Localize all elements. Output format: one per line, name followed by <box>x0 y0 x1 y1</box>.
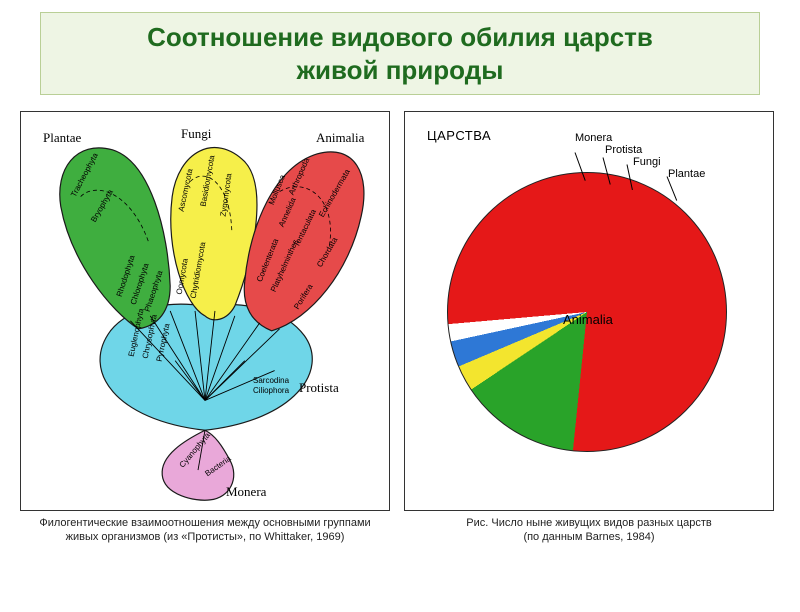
right-column: ЦАРСТВА Monera Protista Fungi Plantae An… <box>404 111 774 545</box>
label-animalia: Animalia <box>316 130 364 146</box>
title-line-2: живой природы <box>53 54 747 87</box>
left-column: Plantae Fungi Animalia Protista Monera T… <box>20 111 390 545</box>
right-caption-text: Рис. Число ныне живущих видов разных цар… <box>466 517 711 543</box>
left-caption-text: Филогентические взаимоотношения между ос… <box>39 517 370 543</box>
taxon: Sarcodina <box>253 376 289 385</box>
pie-wrap: ЦАРСТВА Monera Protista Fungi Plantae An… <box>405 112 773 510</box>
pie-center-label: Animalia <box>563 312 613 327</box>
label-protista: Protista <box>299 380 339 396</box>
legend-fungi: Fungi <box>633 156 661 168</box>
legend-monera: Monera <box>575 132 612 144</box>
legend-protista: Protista <box>605 144 642 156</box>
phylogeny-panel: Plantae Fungi Animalia Protista Monera T… <box>20 111 390 511</box>
title-line-1: Соотношение видового обилия царств <box>53 21 747 54</box>
left-caption: Филогентические взаимоотношения между ос… <box>20 517 390 545</box>
taxon: Ciliophora <box>253 386 289 395</box>
label-fungi: Fungi <box>181 126 211 142</box>
title-bar: Соотношение видового обилия царств живой… <box>40 12 760 95</box>
pie-heading: ЦАРСТВА <box>427 128 491 143</box>
label-plantae: Plantae <box>43 130 81 146</box>
panels: Plantae Fungi Animalia Protista Monera T… <box>0 111 800 545</box>
pie-panel: ЦАРСТВА Monera Protista Fungi Plantae An… <box>404 111 774 511</box>
label-monera: Monera <box>226 484 266 500</box>
legend-plantae: Plantae <box>668 168 705 180</box>
right-caption: Рис. Число ныне живущих видов разных цар… <box>404 517 774 545</box>
